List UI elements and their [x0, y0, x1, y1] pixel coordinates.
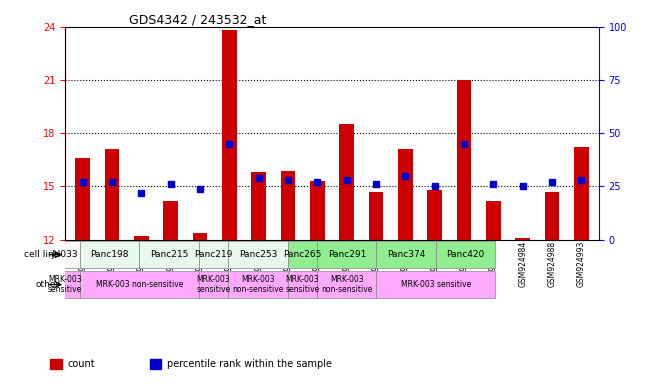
Text: Panc219: Panc219 — [194, 250, 232, 259]
Bar — [398, 149, 413, 240]
Text: Panc291: Panc291 — [327, 250, 366, 259]
Text: JH033: JH033 — [52, 250, 78, 259]
Bar — [105, 149, 119, 240]
Bar — [150, 359, 161, 369]
FancyBboxPatch shape — [376, 271, 495, 298]
FancyBboxPatch shape — [317, 271, 376, 298]
Bar — [134, 236, 148, 240]
Bar — [193, 233, 208, 240]
Bar — [516, 238, 530, 240]
FancyBboxPatch shape — [317, 241, 376, 268]
Bar — [339, 124, 354, 240]
Bar — [50, 359, 62, 369]
Text: count: count — [68, 359, 95, 369]
Text: MRK-003
sensitive: MRK-003 sensitive — [48, 275, 82, 294]
Bar — [456, 80, 471, 240]
FancyBboxPatch shape — [376, 241, 436, 268]
Bar — [427, 190, 442, 240]
Text: MRK-003
sensitive: MRK-003 sensitive — [285, 275, 320, 294]
FancyBboxPatch shape — [80, 241, 139, 268]
Text: Panc265: Panc265 — [283, 250, 322, 259]
Text: Panc215: Panc215 — [150, 250, 188, 259]
FancyBboxPatch shape — [288, 241, 317, 268]
FancyBboxPatch shape — [436, 241, 495, 268]
FancyBboxPatch shape — [50, 271, 80, 298]
Text: Panc198: Panc198 — [90, 250, 129, 259]
Text: MRK-003 sensitive: MRK-003 sensitive — [400, 280, 471, 289]
Text: Panc374: Panc374 — [387, 250, 425, 259]
Text: GDS4342 / 243532_at: GDS4342 / 243532_at — [129, 13, 266, 26]
FancyBboxPatch shape — [139, 241, 199, 268]
Text: Panc253: Panc253 — [239, 250, 277, 259]
FancyBboxPatch shape — [288, 271, 317, 298]
Text: MRK-003
sensitive: MRK-003 sensitive — [196, 275, 230, 294]
FancyBboxPatch shape — [80, 271, 199, 298]
Bar — [574, 147, 589, 240]
Text: other: other — [36, 280, 60, 289]
FancyBboxPatch shape — [199, 271, 229, 298]
Text: cell line: cell line — [24, 250, 60, 259]
Bar — [222, 30, 237, 240]
Bar — [163, 201, 178, 240]
FancyBboxPatch shape — [229, 241, 288, 268]
Text: MRK-003
non-sensitive: MRK-003 non-sensitive — [321, 275, 372, 294]
Bar — [368, 192, 383, 240]
Bar — [251, 172, 266, 240]
Bar — [310, 181, 325, 240]
Text: percentile rank within the sample: percentile rank within the sample — [167, 359, 332, 369]
FancyBboxPatch shape — [229, 271, 288, 298]
Text: MRK-003 non-sensitive: MRK-003 non-sensitive — [96, 280, 183, 289]
Bar — [486, 201, 501, 240]
Bar — [545, 192, 559, 240]
Bar — [76, 158, 90, 240]
Text: Panc420: Panc420 — [447, 250, 484, 259]
Text: MRK-003
non-sensitive: MRK-003 non-sensitive — [232, 275, 284, 294]
FancyBboxPatch shape — [199, 241, 229, 268]
FancyBboxPatch shape — [50, 241, 80, 268]
Bar — [281, 170, 296, 240]
